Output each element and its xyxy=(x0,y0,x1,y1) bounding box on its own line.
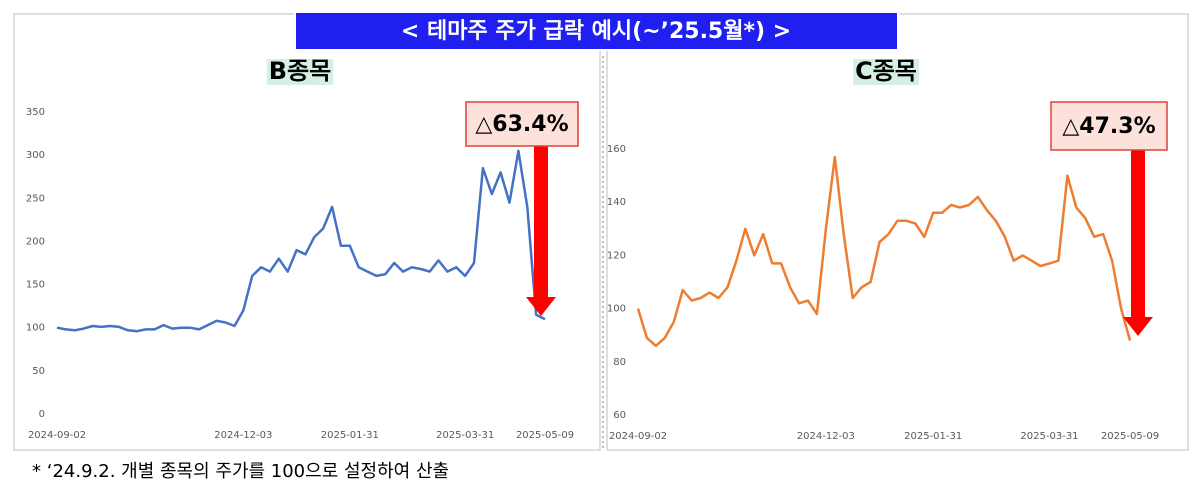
chart-title-bg xyxy=(266,59,334,85)
y-tick-label: 350 xyxy=(26,107,45,118)
annotation-box xyxy=(1050,101,1168,151)
chart-title-bg xyxy=(853,59,919,85)
x-tick-label: 2025-05-09 xyxy=(516,430,574,441)
y-tick-label: 250 xyxy=(26,193,45,204)
page-title: < 테마주 주가 급락 예시(~’25.5월*) > xyxy=(401,19,791,44)
arrow-shaft xyxy=(534,146,548,298)
arrow-shaft xyxy=(1131,150,1145,318)
x-tick-label: 2024-12-03 xyxy=(214,430,272,441)
arrow-head xyxy=(1123,317,1153,336)
annotation: △63.4% xyxy=(475,112,568,137)
y-tick-label: 300 xyxy=(26,150,45,161)
line-series xyxy=(56,149,546,333)
x-tick-label: 2024-09-02 xyxy=(609,431,667,442)
x-tick-label: 2024-12-03 xyxy=(797,431,855,442)
chart-title: B종목 xyxy=(269,57,331,85)
y-tick-label: 120 xyxy=(607,250,626,261)
y-tick-label: 200 xyxy=(26,236,45,247)
footnote: * ‘24.9.2. 개별 종목의 주가를 100으로 설정하여 산출 xyxy=(32,461,449,482)
y-tick-label: 150 xyxy=(26,280,45,291)
annotation-box xyxy=(465,101,579,147)
x-tick-label: 2025-03-31 xyxy=(1020,431,1078,442)
y-tick-label: 160 xyxy=(607,144,626,155)
x-tick-label: 2024-09-02 xyxy=(28,430,86,441)
x-tick-label: 2025-03-31 xyxy=(436,430,494,441)
annotation: △47.3% xyxy=(1062,114,1155,139)
y-tick-label: 100 xyxy=(26,323,45,334)
y-tick-label: 50 xyxy=(32,366,45,377)
arrow-head xyxy=(526,297,556,316)
y-tick-label: 0 xyxy=(39,409,45,420)
y-tick-label: 80 xyxy=(613,357,626,368)
y-tick-label: 60 xyxy=(613,410,626,421)
chart-title: C종목 xyxy=(855,57,917,85)
x-tick-label: 2025-05-09 xyxy=(1101,431,1159,442)
y-tick-label: 140 xyxy=(607,197,626,208)
y-tick-label: 100 xyxy=(607,304,626,315)
line-series xyxy=(636,155,1132,348)
x-tick-label: 2025-01-31 xyxy=(904,431,962,442)
x-tick-label: 2025-01-31 xyxy=(321,430,379,441)
title-banner xyxy=(294,11,899,51)
